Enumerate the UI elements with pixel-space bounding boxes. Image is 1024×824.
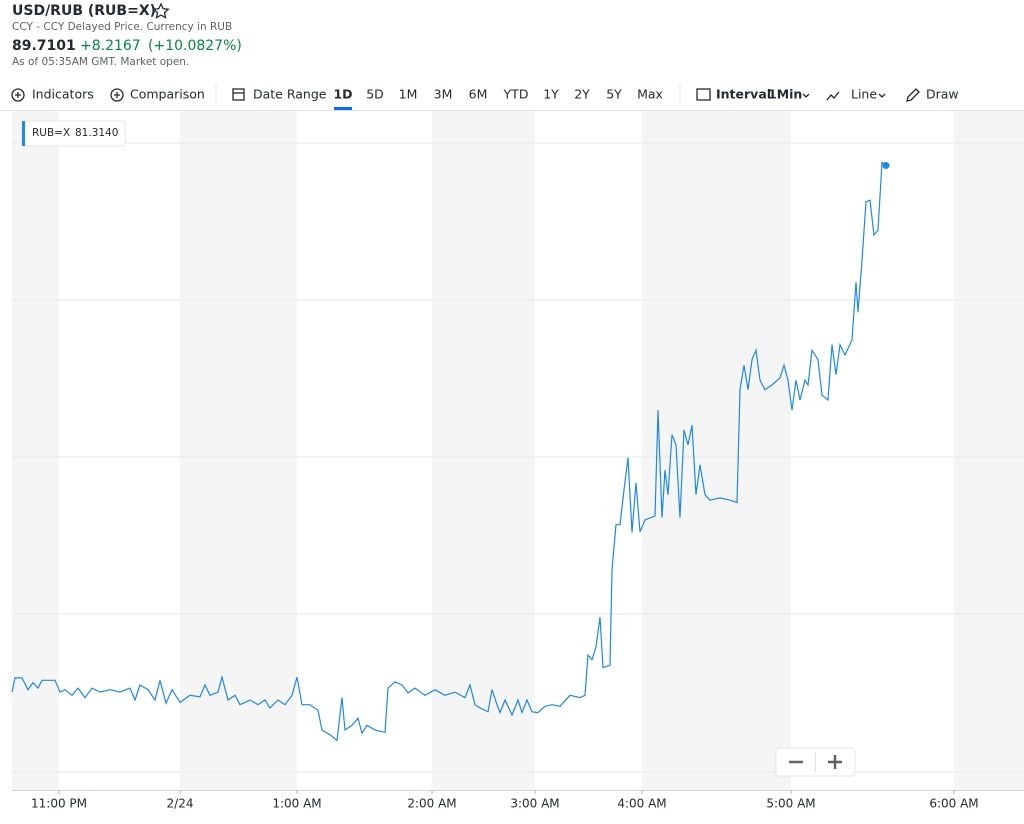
as-of: As of 05:35AM GMT. Market open. — [12, 56, 189, 68]
range-button[interactable]: 1Y — [543, 87, 559, 102]
range-button[interactable]: 5D — [366, 87, 384, 102]
last-price-dot — [882, 161, 890, 169]
interval-icon — [696, 88, 711, 101]
price-line — [11, 161, 887, 742]
range-button[interactable]: 1D — [333, 87, 352, 102]
range-button[interactable]: 1M — [399, 87, 418, 102]
x-tick-label: 2/24 — [167, 797, 194, 811]
chevron — [878, 93, 886, 98]
time-band — [954, 111, 1024, 790]
range-button[interactable]: YTD — [503, 87, 529, 102]
range-button[interactable]: 2Y — [574, 87, 590, 102]
subtitle: CCY - CCY Delayed Price. Currency in RUB — [12, 21, 232, 33]
range-button[interactable]: 5Y — [606, 87, 622, 102]
date-range-button[interactable]: Date Range — [253, 87, 327, 102]
x-tick-label: 1:00 AM — [272, 797, 321, 811]
x-tick-label: 11:00 PM — [31, 797, 87, 811]
time-band — [432, 111, 535, 790]
chevron — [802, 93, 810, 98]
interval-value[interactable]: 1Min — [768, 87, 802, 102]
tooltip-marker — [22, 121, 25, 146]
draw-button[interactable]: Draw — [926, 87, 959, 102]
time-band — [180, 111, 297, 790]
x-tick-label: 4:00 AM — [617, 797, 666, 811]
tooltip-value: 81.3140 — [75, 127, 118, 139]
comparison-icon — [114, 92, 120, 98]
x-tick-label: 3:00 AM — [510, 797, 559, 811]
price-change-percent: (+10.0827%) — [148, 38, 242, 54]
time-band — [642, 111, 791, 790]
calendar-icon — [232, 88, 245, 101]
indicators-icon — [15, 92, 21, 98]
x-tick-label: 6:00 AM — [929, 797, 978, 811]
range-button[interactable]: 3M — [434, 87, 453, 102]
range-button[interactable]: Max — [637, 87, 663, 102]
time-band — [12, 111, 59, 790]
indicators-icon — [11, 88, 25, 102]
x-tick-label: 5:00 AM — [766, 797, 815, 811]
interval-button[interactable]: Interval — [716, 87, 771, 102]
indicators-button[interactable]: Indicators — [32, 87, 94, 102]
price: 89.7101 — [12, 38, 76, 54]
x-tick-label: 2:00 AM — [407, 797, 456, 811]
draw-icon — [906, 88, 920, 102]
watchlist-star[interactable] — [152, 2, 170, 19]
chart-type-button[interactable]: Line — [851, 87, 877, 102]
title: USD/RUB (RUB=X) — [12, 3, 156, 19]
tooltip-symbol: RUB=X — [32, 127, 70, 139]
line-icon — [826, 91, 840, 101]
zoom-in[interactable] — [828, 755, 842, 769]
comparison-button[interactable]: Comparison — [130, 87, 205, 102]
comparison-icon — [110, 88, 124, 102]
range-button[interactable]: 6M — [469, 87, 488, 102]
price-change: +8.2167 — [80, 38, 141, 54]
range-selected — [334, 107, 352, 110]
